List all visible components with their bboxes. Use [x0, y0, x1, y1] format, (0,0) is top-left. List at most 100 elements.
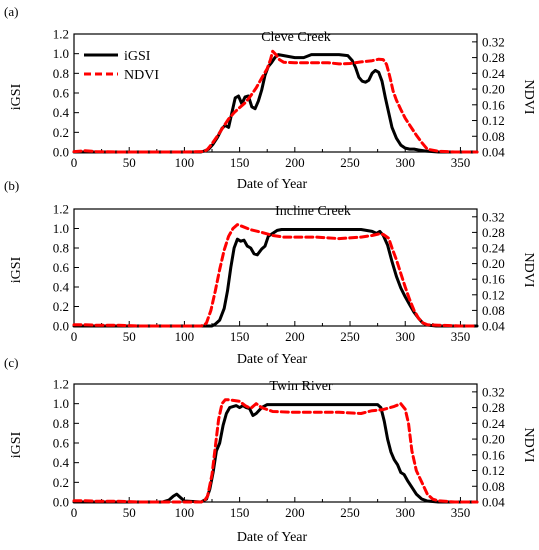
y2-tick-label: 0.28: [482, 50, 505, 65]
x-tick-label: 250: [340, 329, 360, 344]
x-tick-label: 300: [395, 505, 415, 520]
y-tick-label: 0.8: [53, 66, 69, 81]
y-tick-label: 1.0: [53, 221, 69, 236]
y-tick-label: 0.8: [53, 416, 69, 431]
x-tick-label: 200: [285, 505, 305, 520]
y2-tick-label: 0.12: [482, 287, 505, 302]
x-tick-label: 350: [451, 505, 471, 520]
x-tick-label: 0: [71, 505, 78, 520]
x-axis-title: Date of Year: [237, 352, 308, 367]
y2-tick-label: 0.20: [482, 256, 505, 271]
y2-tick-label: 0.20: [482, 432, 505, 447]
x-tick-label: 150: [230, 505, 250, 520]
y2-tick-label: 0.04: [482, 495, 505, 510]
y-tick-label: 0.2: [53, 125, 69, 140]
chart-title: Twin River: [269, 379, 333, 394]
x-tick-label: 50: [123, 329, 136, 344]
y-tick-label: 1.2: [53, 377, 69, 392]
x-tick-label: 250: [340, 505, 360, 520]
legend: iGSI NDVI: [84, 49, 159, 83]
y-tick-label: 1.0: [53, 46, 69, 61]
x-tick-label: 250: [340, 155, 360, 170]
x-axis-title: Date of Year: [237, 530, 308, 545]
y-tick-label: 0.0: [53, 319, 69, 334]
x-tick-label: 100: [175, 329, 195, 344]
y2-tick-label: 0.12: [482, 113, 505, 128]
plot-area: 0 50 100 150 200 250 300 350 0.0 0.2 0.4 0.6 0.8 1.0 1…: [53, 27, 506, 171]
y2-tick-label: 0.20: [482, 82, 505, 97]
x-tick-label: 50: [123, 505, 136, 520]
plot-area: 0 50 100 150 200 250 300 350 0.0 0.2 0.4 0.6 0.8 1.0 1…: [53, 202, 506, 345]
x-tick-label: 300: [395, 155, 415, 170]
y-tick-label: 0.4: [53, 455, 70, 470]
y-tick-label: 0.0: [53, 145, 69, 160]
plot-frame: [73, 383, 478, 503]
y-tick-label: 0.4: [53, 280, 70, 295]
y2-tick-label: 0.16: [482, 447, 505, 462]
y-tick-label: 1.2: [53, 202, 69, 217]
y2-tick-label: 0.32: [482, 34, 505, 49]
legend-label-igsi: iGSI: [124, 49, 151, 64]
y-axis-title: iGSI: [9, 431, 24, 458]
y2-axis-title: NDVI: [521, 80, 536, 115]
y2-tick-label: 0.32: [482, 384, 505, 399]
panel-incline-creek: (b) Incline Creek Date of Year iGSI NDVI…: [4, 178, 536, 367]
y-axis-title: iGSI: [9, 83, 24, 110]
y-tick-label: 0.6: [53, 436, 70, 451]
x-tick-label: 300: [395, 329, 415, 344]
y2-tick-label: 0.12: [482, 463, 505, 478]
y2-tick-label: 0.24: [482, 66, 505, 81]
y2-tick-label: 0.24: [482, 241, 505, 256]
series-line-ndvi: [72, 398, 479, 504]
x-tick-label: 0: [71, 329, 78, 344]
legend-label-ndvi: NDVI: [124, 68, 159, 83]
y2-tick-label: 0.16: [482, 272, 505, 287]
y-tick-label: 0.6: [53, 86, 70, 101]
y-tick-label: 1.0: [53, 396, 69, 411]
series-line-igsi: [72, 403, 479, 504]
y-tick-label: 0.8: [53, 241, 69, 256]
y2-tick-label: 0.28: [482, 400, 505, 415]
chart-title: Cleve Creek: [261, 30, 331, 45]
y2-tick-label: 0.08: [482, 479, 505, 494]
panel-label: (a): [4, 4, 18, 19]
y-tick-label: 0.0: [53, 495, 69, 510]
x-tick-label: 200: [285, 155, 305, 170]
x-axis-title: Date of Year: [237, 177, 308, 192]
x-tick-label: 50: [123, 155, 136, 170]
x-tick-label: 0: [71, 155, 78, 170]
y2-tick-label: 0.32: [482, 209, 505, 224]
y-tick-label: 0.2: [53, 299, 69, 314]
panel-label: (b): [4, 178, 19, 193]
panel-cleve-creek: (a) Cleve Creek Date of Year iGSI NDVI 0…: [4, 4, 536, 192]
y2-tick-label: 0.24: [482, 416, 505, 431]
x-tick-label: 150: [230, 329, 250, 344]
panel-label: (c): [4, 355, 18, 370]
x-tick-label: 200: [285, 329, 305, 344]
panel-twin-river: (c) Twin River Date of Year iGSI NDVI 0 5…: [4, 355, 536, 545]
series-line-igsi: [72, 228, 479, 328]
y2-tick-label: 0.28: [482, 225, 505, 240]
x-tick-label: 100: [175, 155, 195, 170]
y-axis-title: iGSI: [9, 256, 24, 283]
plot-frame: [73, 208, 478, 327]
y-tick-label: 0.4: [53, 105, 70, 120]
x-tick-label: 150: [230, 155, 250, 170]
series-line-ndvi: [72, 223, 479, 328]
y2-tick-label: 0.08: [482, 129, 505, 144]
x-tick-label: 350: [451, 329, 471, 344]
y2-axis-title: NDVI: [521, 428, 536, 463]
plot-area: 0 50 100 150 200 250 300 350 0.0 0.2 0.4 0.6 0.8 1.0 1…: [53, 377, 506, 521]
y2-tick-label: 0.08: [482, 303, 505, 318]
y2-tick-label: 0.16: [482, 97, 505, 112]
y2-axis-title: NDVI: [521, 253, 536, 288]
y2-tick-label: 0.04: [482, 319, 505, 334]
y-tick-label: 1.2: [53, 27, 69, 42]
y2-tick-label: 0.04: [482, 145, 505, 160]
series-line-ndvi: [72, 49, 479, 154]
y-tick-label: 0.6: [53, 260, 70, 275]
x-tick-label: 350: [451, 155, 471, 170]
x-tick-label: 100: [175, 505, 195, 520]
chart-title: Incline Creek: [275, 204, 351, 219]
